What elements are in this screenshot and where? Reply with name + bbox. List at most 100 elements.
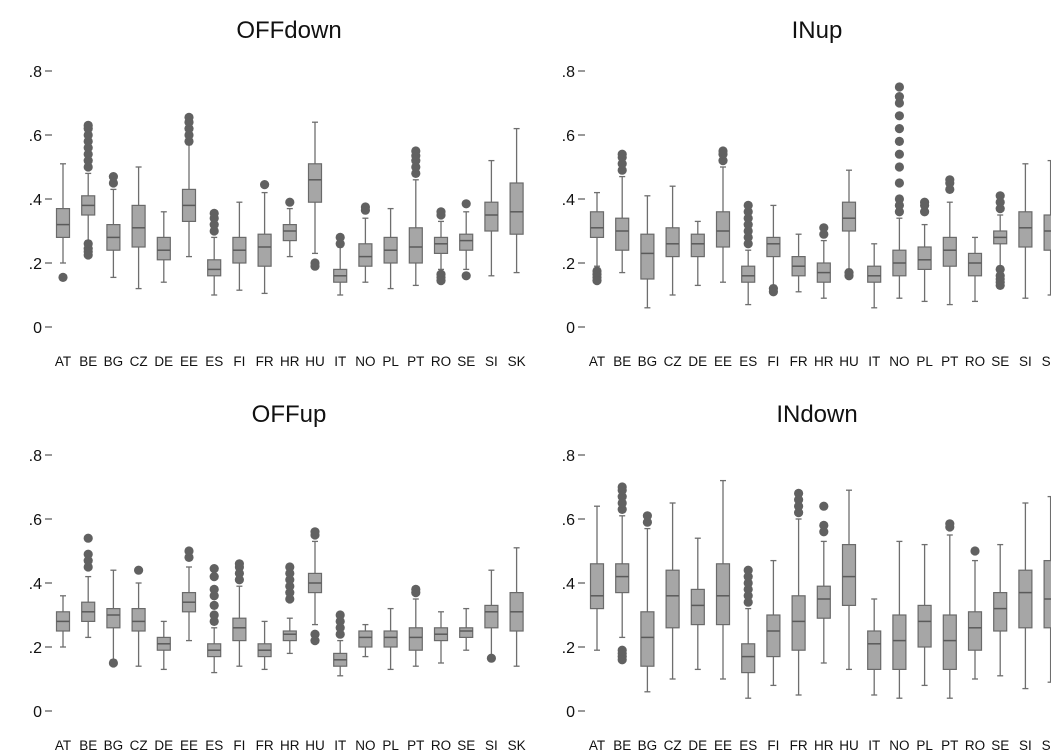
x-category-label: SE	[991, 738, 1009, 753]
box-hu	[841, 169, 857, 281]
outlier-point	[970, 546, 980, 556]
outlier-point	[83, 533, 93, 543]
box-si	[1018, 163, 1033, 299]
box-body	[484, 201, 499, 232]
outlier-point	[108, 658, 118, 668]
y-tick-label: 0	[33, 704, 42, 721]
outlier-point	[234, 568, 244, 579]
outlier-point	[894, 98, 905, 108]
box-sk	[509, 547, 524, 667]
box-body	[841, 543, 857, 606]
outlier-point	[285, 575, 295, 585]
box-be	[615, 149, 630, 274]
x-category-label: HR	[280, 738, 300, 753]
outlier-point	[894, 124, 905, 134]
x-category-label: ES	[739, 738, 757, 753]
outlier-point	[894, 82, 905, 92]
box-pt	[942, 519, 957, 699]
box-hu	[307, 527, 323, 646]
x-category-label: NO	[355, 738, 375, 753]
outlier-point	[743, 220, 753, 230]
outlier-point	[894, 207, 905, 217]
y-tick-label: .2	[29, 640, 42, 657]
outlier-point	[209, 600, 219, 611]
x-category-label: EE	[180, 738, 198, 753]
box-fi	[766, 559, 781, 687]
box-it	[867, 598, 882, 696]
box-hu	[841, 489, 857, 671]
x-category-label: FI	[233, 354, 245, 369]
x-category-label: CZ	[664, 354, 682, 369]
x-category-label: FI	[233, 738, 245, 753]
chart-panel-inup: INup 0 .2 .4 .6 .8 AT BE BG CZ DE EE ES FI FR HR HU IT NO P…	[562, 17, 1051, 369]
box-hr	[816, 223, 831, 299]
x-category-label: HR	[814, 354, 834, 369]
box-de	[690, 537, 705, 671]
x-category-label: BE	[79, 354, 97, 369]
box-body	[766, 614, 781, 658]
outlier-point	[894, 136, 905, 146]
box-body	[459, 627, 474, 638]
outlier-point	[335, 239, 345, 249]
box-body	[131, 204, 146, 248]
outlier-point	[436, 276, 446, 286]
outlier-point	[995, 280, 1005, 290]
outlier-point	[995, 197, 1005, 207]
outlier-point	[945, 519, 955, 529]
outlier-point	[209, 584, 219, 595]
box-se	[459, 199, 474, 281]
box-se	[459, 607, 474, 651]
y-tick-label: .8	[29, 448, 42, 465]
x-category-label: FI	[767, 738, 779, 753]
chart-title: INdown	[776, 401, 857, 428]
outlier-point	[335, 616, 345, 627]
outlier-point	[743, 578, 753, 588]
y-tick-label: .4	[29, 192, 42, 209]
x-category-label: DE	[688, 738, 707, 753]
outlier-point	[436, 207, 446, 217]
x-category-label: PL	[382, 354, 399, 369]
box-ro	[433, 207, 449, 286]
outlier-point	[995, 204, 1005, 214]
box-sk	[1043, 159, 1051, 296]
x-category-label: PL	[382, 738, 399, 753]
y-tick-label: .8	[29, 64, 42, 81]
outlier-point	[794, 495, 804, 505]
box-body	[232, 617, 247, 642]
chart-panel-indown: INdown 0 .2 .4 .6 .8 AT BE BG CZ DE EE ES FI FR HR HU IT N…	[562, 401, 1051, 753]
y-tick-label: .2	[562, 256, 575, 273]
box-body	[383, 630, 398, 648]
outlier-point	[819, 501, 829, 511]
outlier-point	[894, 92, 905, 102]
x-category-label: ES	[205, 354, 223, 369]
x-category-label: AT	[55, 738, 71, 753]
outlier-point	[83, 130, 93, 140]
outlier-point	[617, 492, 627, 502]
x-category-label: ES	[739, 354, 757, 369]
box-body	[967, 252, 983, 277]
chart-title: OFFdown	[236, 17, 341, 44]
outlier-point	[310, 527, 320, 537]
box-body	[433, 236, 449, 254]
box-body	[867, 265, 882, 283]
x-category-label: FR	[256, 354, 274, 369]
x-category-label: EE	[714, 354, 732, 369]
outlier-point	[794, 501, 804, 511]
y-tick-label: .6	[562, 512, 575, 529]
box-body	[715, 563, 731, 626]
box-body	[715, 211, 731, 248]
outlier-point	[209, 591, 219, 601]
x-category-label: SK	[1042, 354, 1051, 369]
x-category-label: SK	[1042, 738, 1051, 753]
outlier-point	[184, 112, 194, 122]
outlier-point	[768, 287, 779, 297]
y-tick-label: .6	[562, 128, 575, 145]
outlier-point	[83, 549, 93, 559]
x-category-label: BG	[104, 738, 124, 753]
outlier-point	[718, 146, 728, 156]
outlier-point	[310, 261, 320, 271]
box-es	[741, 200, 756, 306]
outlier-point	[134, 565, 144, 575]
box-it	[867, 243, 882, 309]
box-body	[207, 259, 222, 277]
